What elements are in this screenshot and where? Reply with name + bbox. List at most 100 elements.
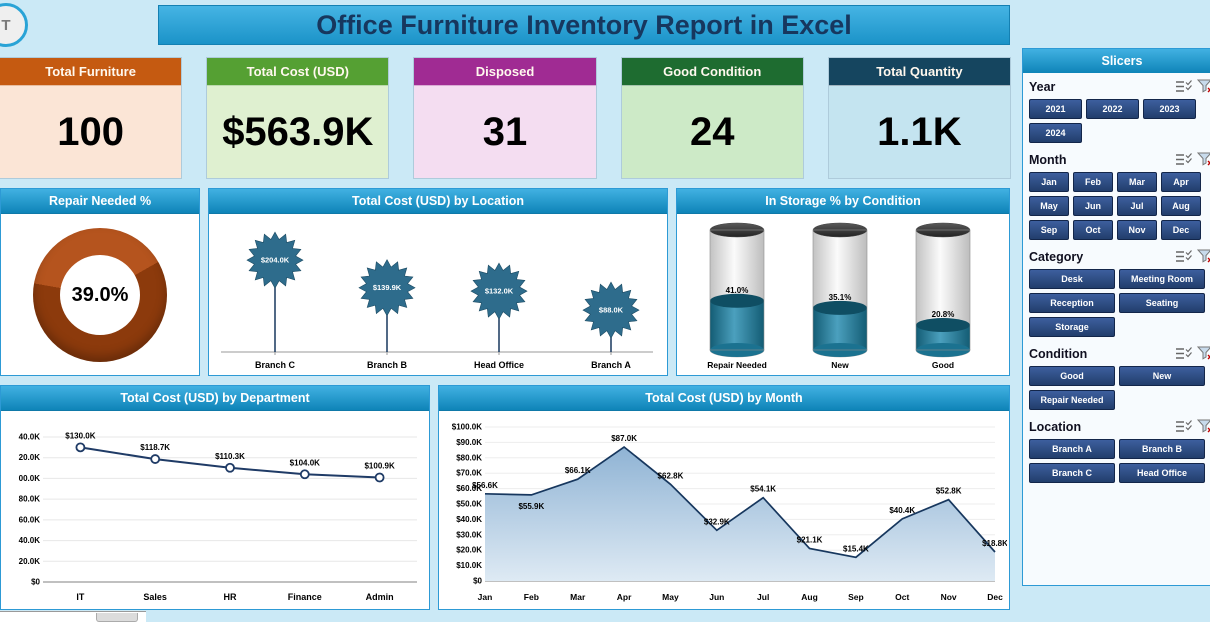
clear-filter-icon[interactable] <box>1196 79 1210 94</box>
svg-text:$87.0K: $87.0K <box>611 434 637 443</box>
slicer-title-condition: Condition <box>1029 346 1088 361</box>
multiselect-icon[interactable] <box>1175 152 1193 167</box>
star-marker-branch-b <box>358 259 416 317</box>
svg-text:$0: $0 <box>31 578 40 587</box>
slicer-category-meeting-room[interactable]: Meeting Room <box>1119 269 1205 289</box>
svg-text:Admin: Admin <box>366 592 394 602</box>
svg-text:HR: HR <box>224 592 237 602</box>
repair-donut-chart: 39.0% <box>1 214 199 376</box>
slicer-category-seating[interactable]: Seating <box>1119 293 1205 313</box>
star-marker-branch-c <box>246 231 304 289</box>
slicer-month-oct[interactable]: Oct <box>1073 220 1113 240</box>
svg-text:$204.0K: $204.0K <box>261 256 290 265</box>
panel-title-location: Total Cost (USD) by Location <box>209 189 667 214</box>
slicer-month-mar[interactable]: Mar <box>1117 172 1157 192</box>
slicer-condition-new[interactable]: New <box>1119 366 1205 386</box>
slicer-condition-good[interactable]: Good <box>1029 366 1115 386</box>
kpi-label: Disposed <box>414 58 596 86</box>
sheet-tab-strip[interactable] <box>0 611 146 622</box>
slicer-year-2024[interactable]: 2024 <box>1029 123 1082 143</box>
slicer-month-nov[interactable]: Nov <box>1117 220 1157 240</box>
marker-hr <box>225 462 235 473</box>
clear-filter-icon[interactable] <box>1196 152 1210 167</box>
kpi-value: 31 <box>414 86 596 178</box>
svg-text:Sep: Sep <box>848 592 864 602</box>
slicer-category-desk[interactable]: Desk <box>1029 269 1115 289</box>
svg-text:$55.9K: $55.9K <box>518 502 544 511</box>
svg-text:$20.0K: $20.0K <box>456 546 482 555</box>
slicer-month-jan[interactable]: Jan <box>1029 172 1069 192</box>
svg-text:40.0K: 40.0K <box>19 536 41 545</box>
multiselect-icon[interactable] <box>1175 79 1193 94</box>
kpi-label: Good Condition <box>621 58 803 86</box>
slicer-month-may[interactable]: May <box>1029 196 1069 216</box>
svg-text:Aug: Aug <box>801 592 818 602</box>
slicer-year-2022[interactable]: 2022 <box>1086 99 1139 119</box>
svg-text:May: May <box>662 592 679 602</box>
svg-text:$130.0K: $130.0K <box>65 431 95 440</box>
svg-text:Good: Good <box>932 360 954 370</box>
location-chart-svg: $204.0K Branch C $139.9K Branch B $132.0K Hea… <box>221 231 653 370</box>
donut-hole: 39.0% <box>60 255 140 335</box>
svg-text:$15.4K: $15.4K <box>843 544 869 553</box>
panel-title-month: Total Cost (USD) by Month <box>439 386 1009 411</box>
svg-text:$62.8K: $62.8K <box>658 471 684 480</box>
slicer-category-storage[interactable]: Storage <box>1029 317 1115 337</box>
svg-text:IT: IT <box>76 592 85 602</box>
slicer-location-branch-a[interactable]: Branch A <box>1029 439 1115 459</box>
location-star-chart: $204.0K Branch C $139.9K Branch B $132.0K Hea… <box>209 214 667 381</box>
svg-text:New: New <box>831 360 849 370</box>
svg-text:20.0K: 20.0K <box>19 557 41 566</box>
svg-text:$40.0K: $40.0K <box>456 515 482 524</box>
slicer-month-sep[interactable]: Sep <box>1029 220 1069 240</box>
svg-text:Jun: Jun <box>709 592 724 602</box>
svg-text:$54.1K: $54.1K <box>750 485 776 494</box>
slicer-month-jul[interactable]: Jul <box>1117 196 1157 216</box>
kpi-row: Total Furniture 100 Total Cost (USD) $563.9… <box>0 58 1011 178</box>
storage-cylinder-chart: 41.0% Repair Needed 35.1% New 20.8% Good <box>677 214 1009 381</box>
slicer-month-jun[interactable]: Jun <box>1073 196 1113 216</box>
department-line-chart: 40.0K 20.0K 00.0K 80.0K 60.0K 40.0K 20.0K $0 $13… <box>1 411 429 615</box>
donut-center-label: 39.0% <box>71 283 129 306</box>
svg-text:40.0K: 40.0K <box>19 433 41 442</box>
slicer-category-reception[interactable]: Reception <box>1029 293 1115 313</box>
slicer-month-aug[interactable]: Aug <box>1161 196 1201 216</box>
clear-filter-icon[interactable] <box>1196 419 1210 434</box>
storage-chart-svg: 41.0% Repair Needed 35.1% New 20.8% Good <box>707 222 971 370</box>
slicer-title-year: Year <box>1029 79 1056 94</box>
slicer-month-apr[interactable]: Apr <box>1161 172 1201 192</box>
multiselect-icon[interactable] <box>1175 346 1193 361</box>
kpi-card-total-quantity: Total Quantity 1.1K <box>828 58 1011 178</box>
slicer-location-branch-b[interactable]: Branch B <box>1119 439 1205 459</box>
slicer-year-2023[interactable]: 2023 <box>1143 99 1196 119</box>
marker-it <box>75 442 86 453</box>
marker-finance <box>299 469 310 480</box>
sheet-tab[interactable] <box>96 613 138 622</box>
svg-text:$30.0K: $30.0K <box>456 530 482 539</box>
donut-ring: 39.0% <box>33 228 167 362</box>
clear-filter-icon[interactable] <box>1196 249 1210 264</box>
svg-text:$18.8K: $18.8K <box>982 539 1007 548</box>
slicer-month-dec[interactable]: Dec <box>1161 220 1201 240</box>
cylinder-fill-repair-needed <box>710 300 764 350</box>
svg-text:$100.9K: $100.9K <box>364 461 394 470</box>
svg-text:Jul: Jul <box>757 592 769 602</box>
svg-text:$32.9K: $32.9K <box>704 517 730 526</box>
kpi-card-total-furniture: Total Furniture 100 <box>0 58 182 178</box>
multiselect-icon[interactable] <box>1175 249 1193 264</box>
svg-text:Jan: Jan <box>478 592 493 602</box>
multiselect-icon[interactable] <box>1175 419 1193 434</box>
svg-text:20.0K: 20.0K <box>19 453 41 462</box>
slicer-year-2021[interactable]: 2021 <box>1029 99 1082 119</box>
svg-text:$21.1K: $21.1K <box>797 536 823 545</box>
clear-filter-icon[interactable] <box>1196 346 1210 361</box>
svg-text:$80.0K: $80.0K <box>456 453 482 462</box>
slicer-month-feb[interactable]: Feb <box>1073 172 1113 192</box>
slicer-location-head-office[interactable]: Head Office <box>1119 463 1205 483</box>
month-area-chart: $100.0K $90.0K $80.0K $70.0K $60.0K $50.0K $40… <box>439 411 1009 615</box>
slicers-header: Slicers <box>1023 49 1210 73</box>
slicer-location-branch-c[interactable]: Branch C <box>1029 463 1115 483</box>
svg-text:$52.8K: $52.8K <box>936 487 962 496</box>
slicer-condition-repair-needed[interactable]: Repair Needed <box>1029 390 1115 410</box>
kpi-value: $563.9K <box>207 86 389 178</box>
